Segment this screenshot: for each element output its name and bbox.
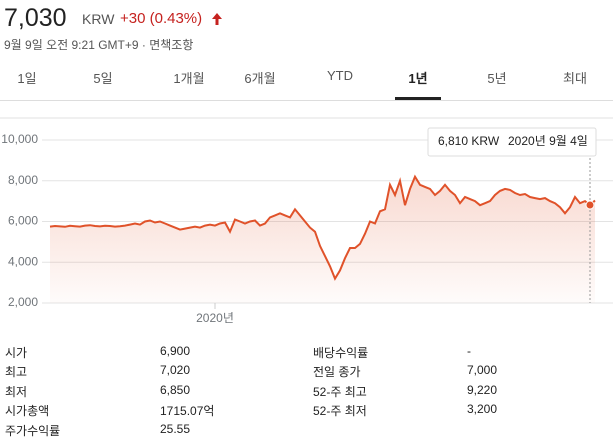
tab[interactable]: 1일 [17,71,37,86]
stat-label: 시가 [5,346,28,360]
tab[interactable]: 1개월 [173,71,205,86]
y-tick-label: 2,000 [8,295,38,309]
currency: KRW [82,11,115,27]
tab-underline [395,97,441,100]
tab[interactable]: 5년 [487,71,507,86]
y-tick-label: 10,000 [1,132,38,146]
tooltip-price: 6,810 KRW [438,134,500,148]
stat-label: 최고 [5,365,28,379]
stat-value: 25.55 [160,422,191,436]
tooltip-box [427,127,597,157]
stat-value: 6,900 [160,344,191,358]
stat-label: 52-주 최고 [313,385,367,399]
stat-label: 52-주 최저 [313,404,367,418]
subtitle: 9월 9일 오전 9:21 GMT+9 · 면책조항 [4,38,194,52]
hover-dot [585,200,595,210]
area [50,176,595,303]
stat-value: 6,850 [160,383,191,397]
y-tick-label: 6,000 [8,214,38,228]
tab[interactable]: 1년 [408,71,428,86]
x-tick-label: 2020년 [196,311,234,325]
price: 7,030 [4,4,67,32]
stat-value: 7,020 [160,363,191,377]
up-arrow [212,13,222,25]
stat-value: 9,220 [467,383,498,397]
price-line [49,174,596,281]
stat-label: 최저 [5,385,28,399]
stat-label: 시가총액 [5,404,50,418]
tab[interactable]: 5일 [93,71,113,86]
stat-value: 7,000 [467,363,498,377]
change: +30 (0.43%) [120,10,203,27]
tab-bar: 1일 5일 1개월 6개월 YTD 1년 5년 최대 [0,60,613,101]
stat-value: - [467,344,471,358]
y-tick-label: 4,000 [8,254,38,268]
stat-label: 배당수익률 [313,346,369,360]
tooltip-date: 2020년 9월 4일 [508,134,588,148]
stat-value: 1715.07억 [160,404,215,418]
chart: 2,000 4,000 6,000 8,000 10,000 2020년 6,810 KRW… [0,117,613,325]
tab[interactable]: YTD [327,68,353,83]
tab[interactable]: 6개월 [244,71,276,86]
stat-label: 전일 종가 [313,365,361,379]
stat-label: 주가수익률 [5,424,61,438]
stat-value: 3,200 [467,402,498,416]
y-tick-label: 8,000 [8,173,38,187]
tab[interactable]: 최대 [563,71,587,86]
